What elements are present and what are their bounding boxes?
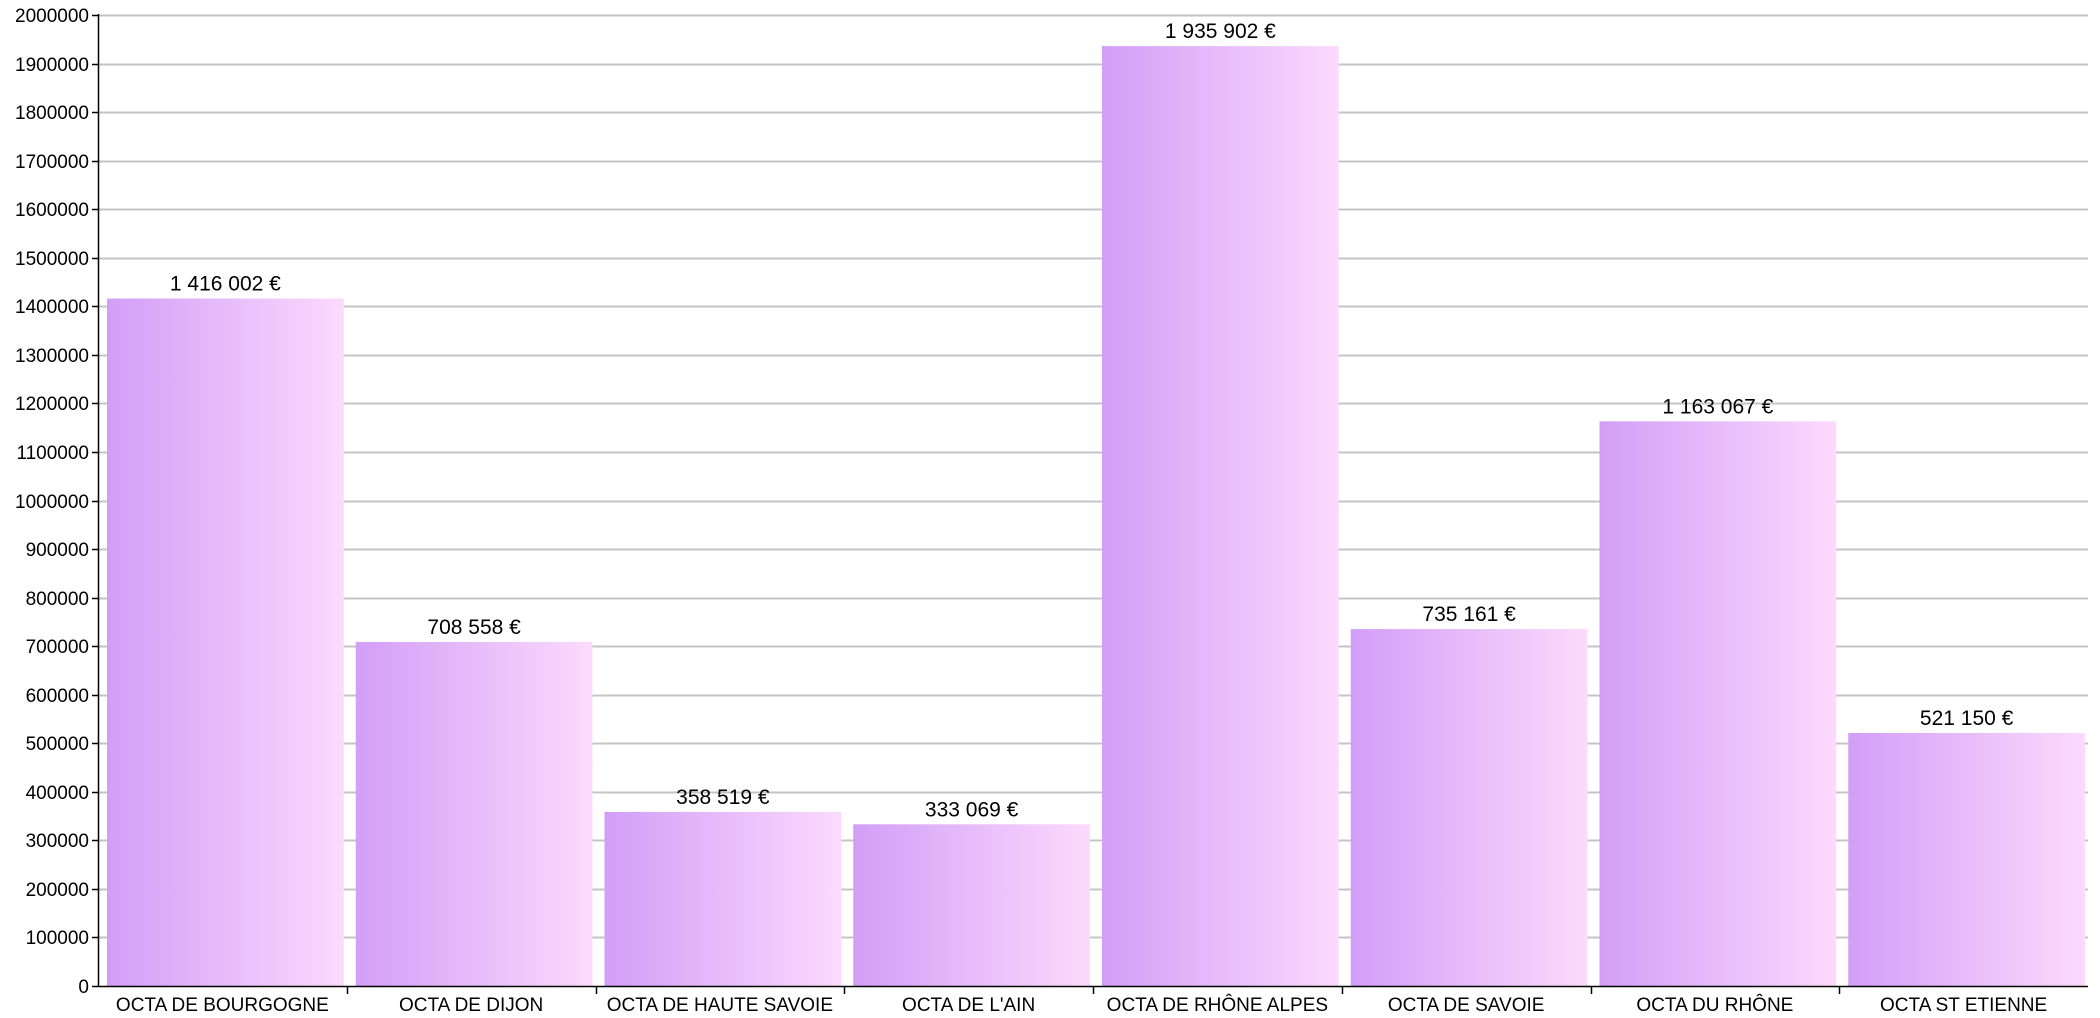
y-tick-label: 100000 [26,928,89,949]
y-tick-label: 200000 [26,880,89,901]
bars [107,46,2085,987]
y-tick-label: 1200000 [15,394,89,415]
bar [355,641,593,986]
y-tick-label: 500000 [26,734,89,755]
y-tick-label: 2000000 [15,6,89,27]
data-label: 735 161 € [1422,603,1516,626]
bar [853,824,1090,986]
y-tick-label: 1000000 [15,492,89,513]
bar [604,811,842,986]
bar [1350,629,1588,986]
category-label: OCTA DE L'AIN [902,995,1035,1016]
y-tick-label: 700000 [26,637,89,658]
bar [107,298,344,987]
data-label: 1 416 002 € [170,273,281,296]
category-label: OCTA DE DIJON [399,995,543,1016]
y-tick-label: 1100000 [16,443,89,464]
y-tick-label: 1700000 [15,152,89,173]
axes [92,14,2088,994]
y-tick-label: 1400000 [15,297,89,318]
y-tick-label: 0 [78,977,89,998]
y-tick-label: 400000 [26,783,89,804]
y-tick-label: 600000 [26,686,89,707]
y-tick-label: 1600000 [15,200,89,221]
data-label: 1 163 067 € [1662,395,1773,418]
data-labels: 1 416 002 € 708 558 € 358 519 € 333 069 € 1 … [170,20,2014,821]
category-label: OCTA DE RHÔNE ALPES [1107,994,1328,1016]
y-tick-label: 1800000 [15,103,89,124]
data-label: 521 150 € [1920,707,2014,730]
category-label: OCTA DE HAUTE SAVOIE [607,995,833,1016]
y-tick-label: 1300000 [15,346,89,367]
category-label: OCTA DE BOURGOGNE [116,995,329,1016]
y-tick-label: 300000 [26,831,89,852]
y-tick-label: 1900000 [15,55,89,76]
category-label: OCTA DE SAVOIE [1388,995,1545,1016]
y-axis-ticks: 0 100000 200000 300000 400000 500000 600000 700… [15,6,89,998]
data-label: 1 935 902 € [1165,20,1276,43]
y-tick-label: 900000 [26,540,89,561]
data-label: 333 069 € [925,798,1019,821]
bar [1102,46,1339,987]
data-label: 358 519 € [676,786,770,809]
category-label: OCTA DU RHÔNE [1636,994,1793,1016]
bar [1599,421,1837,987]
bar [1848,732,2085,986]
y-tick-label: 1500000 [15,249,89,270]
x-axis-categories: OCTA DE BOURGOGNE OCTA DE DIJON OCTA DE HA… [116,994,2047,1016]
y-tick-label: 800000 [26,589,89,610]
data-label: 708 558 € [427,616,521,639]
category-label: OCTA ST ETIENNE [1880,995,2047,1016]
